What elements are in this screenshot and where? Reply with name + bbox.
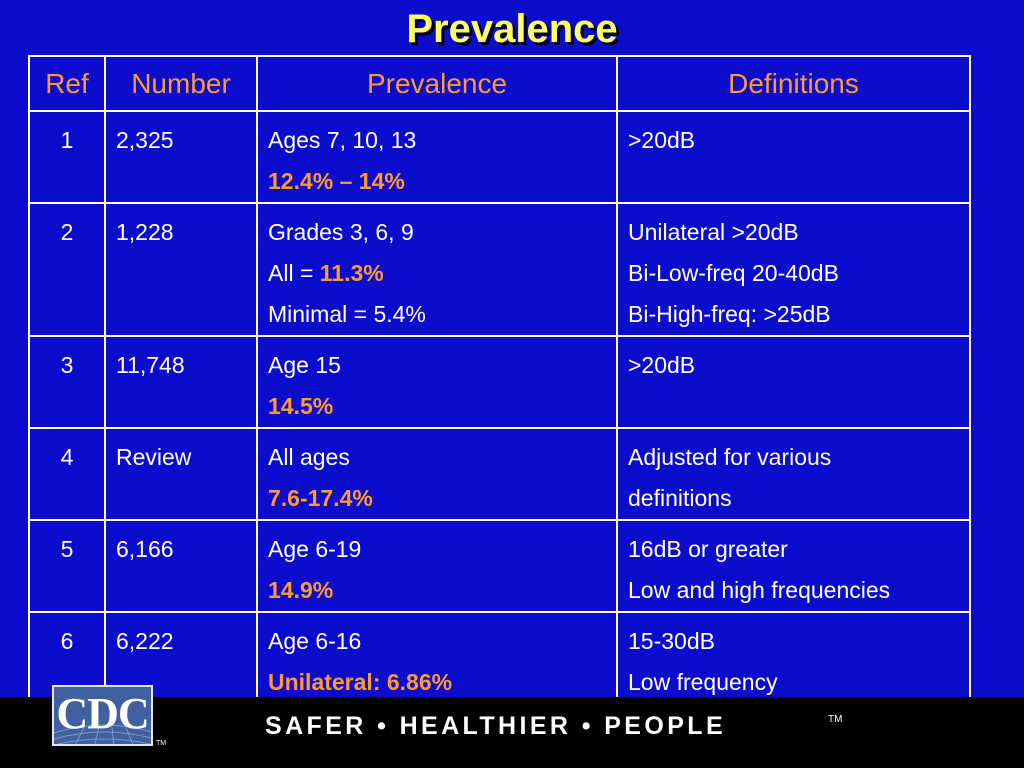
number-value: 6,166 bbox=[116, 536, 174, 562]
prevalence-text: Ages 7, 10, 13 bbox=[268, 127, 417, 153]
ref-value: 1 bbox=[60, 127, 74, 153]
cell-prevalence: Age 6-19 14.9% bbox=[256, 519, 618, 613]
prevalence-line: Ages 7, 10, 13 bbox=[268, 120, 606, 161]
definition-line: Unilateral >20dB bbox=[628, 219, 799, 245]
table-row: 4 Review All ages 7.6-17.4% Adjusted for var… bbox=[28, 427, 971, 521]
prevalence-table: Ref Number Prevalence Definitions 1 2,325… bbox=[28, 55, 971, 746]
prevalence-text: Age 15 bbox=[268, 352, 341, 378]
footer-tagline: SAFER • HEALTHIER • PEOPLE bbox=[265, 712, 727, 740]
ref-value: 5 bbox=[60, 536, 74, 562]
header-prevalence: Prevalence bbox=[256, 55, 618, 112]
ref-value: 6 bbox=[60, 628, 74, 654]
prevalence-text: Grades 3, 6, 9 bbox=[268, 219, 414, 245]
cell-number: Review bbox=[104, 427, 258, 521]
definition-line: Adjusted for various bbox=[628, 444, 832, 470]
cell-definitions: Adjusted for various definitions bbox=[616, 427, 971, 521]
prevalence-line: Unilateral: 6.86% bbox=[268, 662, 606, 703]
ref-value: 3 bbox=[60, 352, 74, 378]
cell-number: 11,748 bbox=[104, 335, 258, 429]
footer-bar bbox=[0, 697, 1024, 768]
prevalence-rate: 11.3% bbox=[319, 260, 384, 286]
table-row: 5 6,166 Age 6-19 14.9% 16dB or greater Low an… bbox=[28, 519, 971, 613]
header-definitions: Definitions bbox=[616, 55, 971, 112]
prevalence-line: Age 6-19 bbox=[268, 529, 606, 570]
table-header-row: Ref Number Prevalence Definitions bbox=[28, 55, 971, 112]
prevalence-text: All = bbox=[268, 260, 320, 286]
number-value: 6,222 bbox=[116, 628, 174, 654]
definition-line: >20dB bbox=[628, 127, 696, 153]
cell-definitions: Unilateral >20dB Bi-Low-freq 20-40dB Bi-Hi… bbox=[616, 202, 971, 337]
slide-title: Prevalence bbox=[406, 7, 618, 51]
ref-value: 2 bbox=[60, 219, 74, 245]
prevalence-rate: 14.5% bbox=[268, 393, 334, 419]
table-row: 1 2,325 Ages 7, 10, 13 12.4% – 14% >20dB bbox=[28, 110, 971, 204]
definition-line: Bi-High-freq: >25dB bbox=[628, 301, 831, 327]
prevalence-line: 12.4% – 14% bbox=[268, 161, 606, 202]
definition-line: Bi-Low-freq 20-40dB bbox=[628, 260, 839, 286]
prevalence-line: Age 6-16 bbox=[268, 621, 606, 662]
prevalence-line: 14.5% bbox=[268, 386, 606, 427]
number-value: Review bbox=[116, 444, 192, 470]
definition-line: 15-30dB bbox=[628, 628, 715, 654]
prevalence-line: Minimal = 5.4% bbox=[268, 294, 606, 335]
prevalence-line: Grades 3, 6, 9 bbox=[268, 212, 606, 253]
prevalence-text: Age 6-19 bbox=[268, 536, 362, 562]
number-value: 1,228 bbox=[116, 219, 174, 245]
definition-line: definitions bbox=[628, 485, 732, 511]
number-value: 11,748 bbox=[116, 352, 185, 378]
cell-number: 2,325 bbox=[104, 110, 258, 204]
cell-prevalence: Age 15 14.5% bbox=[256, 335, 618, 429]
definition-line: Low frequency bbox=[628, 669, 778, 695]
definition-line: >20dB bbox=[628, 352, 696, 378]
prevalence-rate: 14.9% bbox=[268, 577, 334, 603]
cell-definitions: 16dB or greater Low and high frequencies bbox=[616, 519, 971, 613]
globe-pattern-icon bbox=[54, 724, 151, 744]
prevalence-line: All = 11.3% bbox=[268, 253, 606, 294]
number-value: 2,325 bbox=[116, 127, 174, 153]
cell-prevalence: All ages 7.6-17.4% bbox=[256, 427, 618, 521]
cell-prevalence: Ages 7, 10, 13 12.4% – 14% bbox=[256, 110, 618, 204]
cell-definitions: >20dB bbox=[616, 335, 971, 429]
cell-ref: 3 bbox=[28, 335, 106, 429]
prevalence-line: 14.9% bbox=[268, 570, 606, 611]
prevalence-rate: Unilateral: 6.86% bbox=[268, 669, 453, 695]
definition-line: Low and high frequencies bbox=[628, 577, 891, 603]
table-row: 3 11,748 Age 15 14.5% >20dB bbox=[28, 335, 971, 429]
prevalence-text: Age 6-16 bbox=[268, 628, 362, 654]
cell-ref: 2 bbox=[28, 202, 106, 337]
cdc-trademark: TM bbox=[156, 740, 167, 747]
prevalence-rate: 12.4% – 14% bbox=[268, 168, 405, 194]
prevalence-text: Minimal = 5.4% bbox=[268, 301, 426, 327]
prevalence-line: All ages bbox=[268, 437, 606, 478]
prevalence-text: All ages bbox=[268, 444, 350, 470]
ref-value: 4 bbox=[60, 444, 74, 470]
table-body: 1 2,325 Ages 7, 10, 13 12.4% – 14% >20dB 2 1,2… bbox=[28, 110, 971, 746]
cell-prevalence: Grades 3, 6, 9 All = 11.3% Minimal = 5.4% bbox=[256, 202, 618, 337]
prevalence-line: Age 15 bbox=[268, 345, 606, 386]
cdc-logo-text: CDC bbox=[56, 689, 149, 738]
header-ref: Ref bbox=[28, 55, 106, 112]
definition-line: 16dB or greater bbox=[628, 536, 788, 562]
cell-number: 6,166 bbox=[104, 519, 258, 613]
cell-ref: 5 bbox=[28, 519, 106, 613]
prevalence-rate: 7.6-17.4% bbox=[268, 485, 373, 511]
cell-definitions: >20dB bbox=[616, 110, 971, 204]
tagline-trademark: TM bbox=[828, 714, 843, 725]
table-row: 2 1,228 Grades 3, 6, 9 All = 11.3% Minimal =… bbox=[28, 202, 971, 337]
cell-ref: 1 bbox=[28, 110, 106, 204]
cdc-logo: CDC bbox=[52, 685, 153, 746]
prevalence-line: 7.6-17.4% bbox=[268, 478, 606, 519]
cell-number: 1,228 bbox=[104, 202, 258, 337]
cell-ref: 4 bbox=[28, 427, 106, 521]
header-number: Number bbox=[104, 55, 258, 112]
